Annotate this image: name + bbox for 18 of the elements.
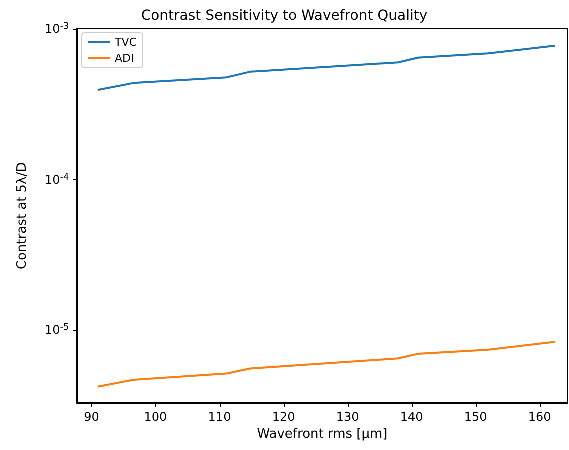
x-tick-label: 160 [528, 410, 552, 424]
y-tick-label: 10$^{-4}$ [45, 172, 70, 187]
x-tick-label: 150 [464, 410, 488, 424]
legend-label: TVC [114, 36, 138, 49]
x-axis-title: Wavefront rms [μm] [257, 426, 388, 442]
legend-label: ADI [115, 52, 134, 65]
chart-title: Contrast Sensitivity to Wavefront Quality [141, 8, 428, 24]
y-axis-title: Contrast at 5λ/D [15, 162, 30, 270]
line-series [98, 45, 556, 91]
x-tick-label: 140 [400, 410, 424, 424]
line-series [98, 341, 556, 388]
x-tick-label: 100 [144, 410, 168, 424]
y-tick-label: 10$^{-3}$ [45, 22, 70, 36]
y-tick-label: 10$^{-5}$ [45, 323, 70, 338]
x-tick-label: 90 [84, 410, 100, 424]
x-tick-label: 110 [208, 410, 232, 424]
x-tick-label: 120 [272, 410, 296, 424]
x-tick-label: 130 [336, 410, 360, 424]
